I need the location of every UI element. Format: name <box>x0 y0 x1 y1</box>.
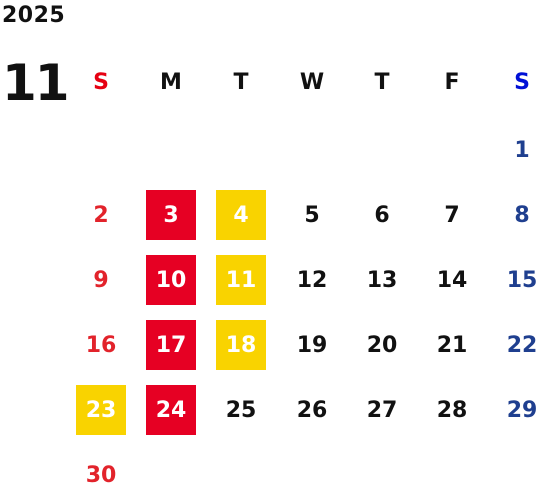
weekday-header-friday: F <box>444 69 460 95</box>
day-cell-27[interactable]: 27 <box>366 397 398 423</box>
weekday-header-saturday: S <box>514 69 530 95</box>
day-cell-6[interactable]: 6 <box>374 202 390 228</box>
weekday-header-tuesday: T <box>233 69 249 95</box>
day-cell-18[interactable]: 18 <box>216 320 266 370</box>
day-cell-14[interactable]: 14 <box>436 267 468 293</box>
day-cell-19[interactable]: 19 <box>296 332 328 358</box>
day-cell-23[interactable]: 23 <box>76 385 126 435</box>
weekday-header-sunday: S <box>93 69 109 95</box>
day-cell-12[interactable]: 12 <box>296 267 328 293</box>
day-cell-26[interactable]: 26 <box>296 397 328 423</box>
day-cell-9[interactable]: 9 <box>93 267 109 293</box>
day-cell-1[interactable]: 1 <box>514 137 530 163</box>
day-cell-17[interactable]: 17 <box>146 320 196 370</box>
weekday-header-monday: M <box>160 69 182 95</box>
weekday-header-wednesday: W <box>299 69 325 95</box>
day-cell-21[interactable]: 21 <box>436 332 468 358</box>
weekday-header-thursday: T <box>374 69 390 95</box>
day-cell-20[interactable]: 20 <box>366 332 398 358</box>
day-cell-25[interactable]: 25 <box>225 397 257 423</box>
day-cell-16[interactable]: 16 <box>85 332 117 358</box>
day-cell-5[interactable]: 5 <box>304 202 320 228</box>
month-number: 11 <box>2 54 70 112</box>
day-cell-13[interactable]: 13 <box>366 267 398 293</box>
day-cell-30[interactable]: 30 <box>85 462 117 488</box>
day-cell-24[interactable]: 24 <box>146 385 196 435</box>
day-cell-10[interactable]: 10 <box>146 255 196 305</box>
day-cell-28[interactable]: 28 <box>436 397 468 423</box>
day-cell-22[interactable]: 22 <box>506 332 538 358</box>
day-cell-15[interactable]: 15 <box>506 267 538 293</box>
year-label: 2025 <box>2 3 66 28</box>
day-cell-29[interactable]: 29 <box>506 397 538 423</box>
day-cell-7[interactable]: 7 <box>444 202 460 228</box>
day-cell-3[interactable]: 3 <box>146 190 196 240</box>
day-cell-2[interactable]: 2 <box>93 202 109 228</box>
day-cell-4[interactable]: 4 <box>216 190 266 240</box>
day-cell-11[interactable]: 11 <box>216 255 266 305</box>
day-cell-8[interactable]: 8 <box>514 202 530 228</box>
